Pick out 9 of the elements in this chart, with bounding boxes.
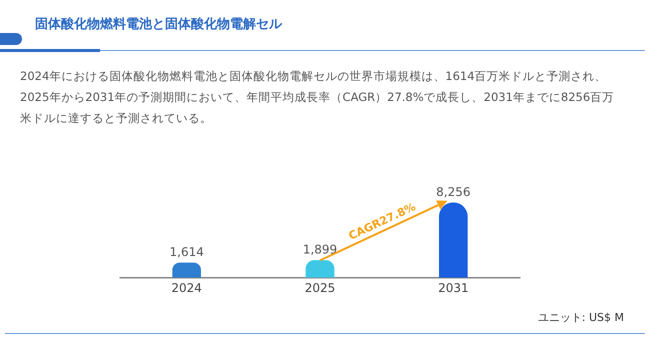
data-label: 8,256 xyxy=(436,184,471,199)
x-tick-label: 2031 xyxy=(438,280,469,295)
x-tick-label: 2025 xyxy=(304,280,336,295)
x-tick-label: 2024 xyxy=(171,280,202,295)
data-label: 1,899 xyxy=(302,242,338,257)
chart-title: 固体酸化物燃料電池と固体酸化物電解セル xyxy=(35,16,282,33)
text: ユニット: US$ M xyxy=(538,310,624,325)
chart-subtitle: 2024年における固体酸化物燃料電池と固体酸化物電解セルの世界市場規模は、1614百万米ドルと予測され、2025年から2031年の予測期間において、年間平均成長率（CAGR）27.8%で成長し、2031年までに8256百万米ドルに達すると予測されている。 xyxy=(20,68,616,127)
data-label: 1,614 xyxy=(169,245,204,260)
